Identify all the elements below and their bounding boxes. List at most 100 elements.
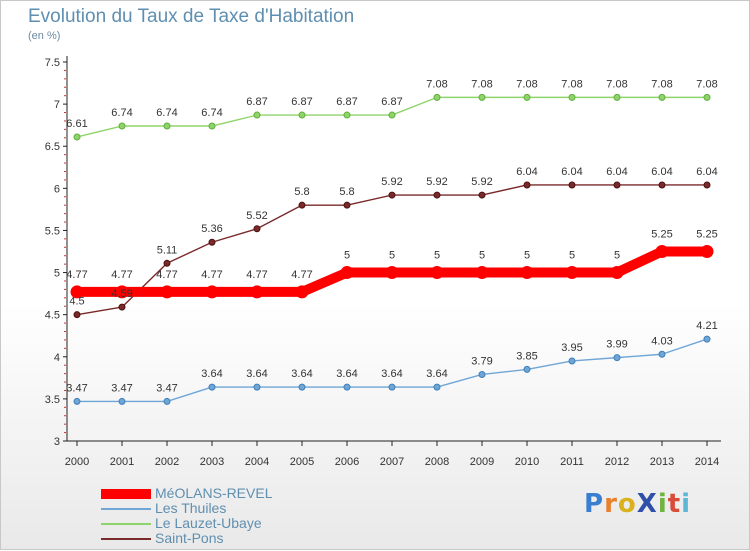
legend-swatch: [101, 508, 151, 510]
data-point: [298, 383, 306, 391]
data-label: 3.95: [561, 342, 582, 354]
data-point: [388, 383, 396, 391]
data-label: 5: [479, 250, 485, 262]
data-label: 3.85: [516, 350, 537, 362]
data-point: [703, 93, 711, 101]
data-labels: 4.77 4.77 4.77 4.77 4.77 4.77 5 5 5 5 5 5 5 5.25 5.25 3…: [66, 78, 717, 394]
data-point: [523, 93, 531, 101]
logo-letter: r: [604, 489, 618, 519]
data-point: [385, 266, 399, 280]
data-label: 6.87: [381, 96, 402, 108]
data-point: [388, 191, 396, 199]
data-point: [70, 285, 84, 299]
data-label: 3.64: [201, 368, 222, 380]
y-tick-label: 6.5: [45, 141, 60, 153]
data-label: 6.87: [291, 96, 312, 108]
data-point: [253, 225, 261, 233]
data-label: 4.77: [66, 269, 87, 281]
data-label: 4.77: [156, 269, 177, 281]
data-point: [613, 93, 621, 101]
legend-item: Le Lauzet-Ubaye: [101, 516, 301, 531]
data-point: [433, 383, 441, 391]
data-point: [568, 181, 576, 189]
data-label: 3.47: [156, 382, 177, 394]
data-label: 6.04: [561, 166, 582, 178]
data-point: [298, 111, 306, 119]
data-label: 3.99: [606, 339, 627, 351]
data-label: 7.08: [561, 78, 582, 90]
data-label: 3.64: [381, 368, 402, 380]
data-point: [523, 365, 531, 373]
legend-item: MéOLANS-REVEL: [101, 486, 301, 501]
x-tick-label: 2014: [695, 456, 719, 468]
legend: MéOLANS-REVEL Les Thuiles Le Lauzet-Ubaye S…: [101, 486, 301, 546]
data-point: [340, 266, 354, 280]
data-label: 5.8: [294, 186, 309, 198]
x-tick-label: 2013: [650, 456, 674, 468]
x-tick-label: 2003: [200, 456, 224, 468]
y-tick-label: 4: [54, 352, 60, 364]
data-label: 3.47: [66, 382, 87, 394]
x-tick-label: 2002: [155, 456, 179, 468]
chart-title: Evolution du Taux de Taxe d'Habitation: [28, 6, 355, 27]
data-label: 6.74: [111, 107, 132, 119]
data-point: [658, 350, 666, 358]
data-label: 6.74: [156, 107, 177, 119]
data-point: [73, 311, 81, 319]
x-tick-label: 2005: [290, 456, 314, 468]
data-label: 5.92: [381, 176, 402, 188]
data-point: [250, 285, 264, 299]
data-point: [658, 93, 666, 101]
data-point: [163, 259, 171, 267]
data-label: 4.59: [111, 288, 132, 300]
data-label: 6.87: [336, 96, 357, 108]
x-tick-label: 2011: [560, 456, 584, 468]
y-tick-label: 5.5: [45, 225, 60, 237]
data-point: [208, 383, 216, 391]
data-point: [568, 93, 576, 101]
data-label: 7.08: [651, 78, 672, 90]
y-tick-label: 7: [54, 99, 60, 111]
legend-label: Les Thuiles: [155, 500, 227, 516]
legend-swatch: [101, 538, 151, 540]
data-point: [298, 201, 306, 209]
data-label: 3.79: [471, 355, 492, 367]
data-point: [565, 266, 579, 280]
data-label: 3.47: [111, 382, 132, 394]
data-point: [520, 266, 534, 280]
proxiti-logo: ProXiti: [584, 489, 691, 519]
data-label: 3.64: [291, 368, 312, 380]
data-label: 6.74: [201, 107, 222, 119]
data-label: 6.04: [696, 166, 717, 178]
data-point: [610, 266, 624, 280]
legend-item: Saint-Pons: [101, 531, 301, 546]
data-label: 5: [524, 250, 530, 262]
data-point: [160, 285, 174, 299]
data-point: [343, 111, 351, 119]
legend-swatch: [101, 489, 151, 499]
data-label: 5: [434, 250, 440, 262]
data-label: 5.92: [426, 176, 447, 188]
chart-subtitle: (en %): [28, 30, 61, 42]
logo-letter: i: [657, 489, 668, 519]
x-tick-label: 2006: [335, 456, 359, 468]
data-label: 5.11: [157, 244, 178, 256]
data-label: 4.77: [291, 269, 312, 281]
data-point: [655, 245, 669, 258]
x-tick-label: 2008: [425, 456, 449, 468]
data-point: [343, 201, 351, 209]
data-label: 5: [389, 250, 395, 262]
data-label: 3.64: [246, 368, 267, 380]
data-label: 3.64: [426, 368, 447, 380]
data-point: [433, 191, 441, 199]
data-point: [163, 397, 171, 405]
data-label: 5.8: [339, 186, 354, 198]
data-point: [430, 266, 444, 280]
data-point: [703, 181, 711, 189]
data-label: 4.03: [651, 335, 672, 347]
data-point: [163, 122, 171, 130]
data-label: 5.92: [471, 176, 492, 188]
data-label: 7.08: [696, 78, 717, 90]
data-point: [568, 357, 576, 365]
